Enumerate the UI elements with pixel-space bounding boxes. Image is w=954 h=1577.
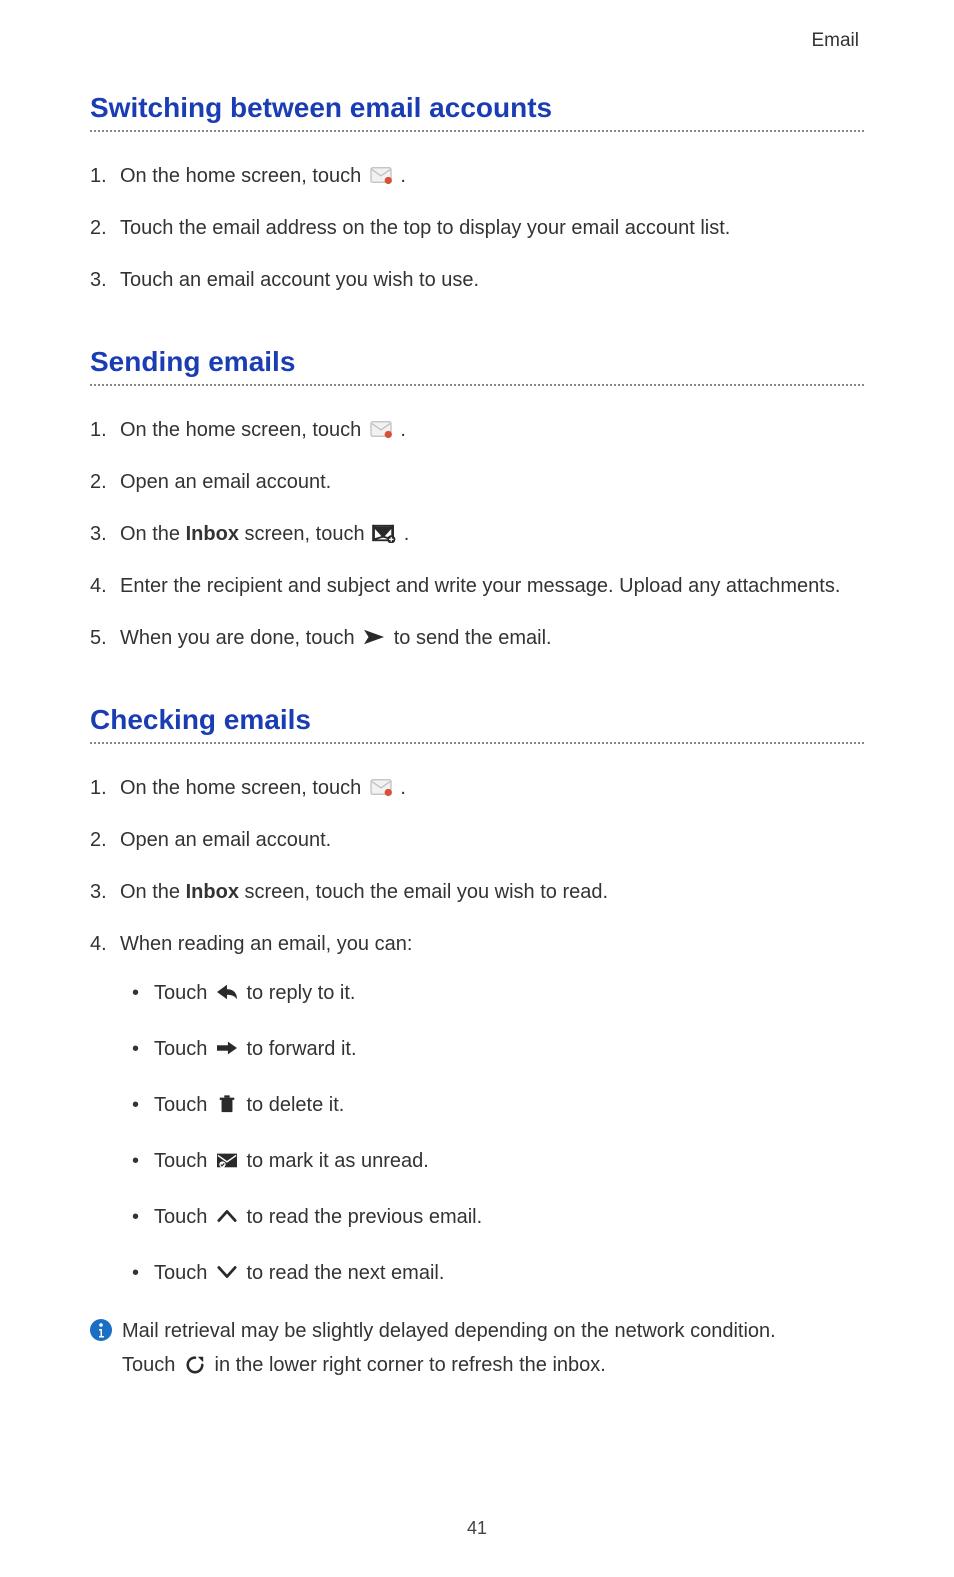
substep-text: to forward it. (247, 1038, 357, 1060)
steps-sending: On the home screen, touch . Open an emai… (90, 414, 864, 654)
step-text: Open an email account. (120, 829, 331, 851)
note-line: Touch (122, 1354, 181, 1376)
step-text: screen, touch (239, 523, 370, 545)
step-text: Touch an email account you wish to use. (120, 269, 479, 291)
email-app-icon (369, 777, 393, 797)
step-item: On the Inbox screen, touch the email you… (90, 876, 864, 908)
info-note: Mail retrieval may be slightly delayed d… (90, 1314, 864, 1382)
email-app-icon (369, 419, 393, 439)
step-item: When you are done, touch to send the ema… (90, 622, 864, 654)
reply-icon (215, 982, 239, 1002)
step-text: Touch the email address on the top to di… (120, 217, 730, 239)
substep-text: Touch (154, 1206, 213, 1228)
substep-text: Touch (154, 1262, 213, 1284)
delete-icon (215, 1094, 239, 1114)
substep-text: Touch (154, 1094, 213, 1116)
step-text: . (404, 523, 410, 545)
step-item: Touch an email account you wish to use. (90, 264, 864, 296)
section-heading-sending: Sending emails (90, 346, 864, 378)
substep-text: to mark it as unread. (247, 1150, 429, 1172)
step-text: . (400, 777, 406, 799)
step-item: When reading an email, you can: Touch to… (90, 928, 864, 1288)
section-heading-checking: Checking emails (90, 704, 864, 736)
step-text: On the (120, 523, 186, 545)
section-heading-switching: Switching between email accounts (90, 92, 864, 124)
substep-item: Touch to reply to it. (132, 978, 864, 1008)
step-text: . (400, 165, 406, 187)
step-item: Open an email account. (90, 824, 864, 856)
page-number: 41 (0, 1518, 954, 1539)
substep-text: to read the previous email. (247, 1206, 483, 1228)
send-icon (362, 627, 386, 647)
step-item: On the home screen, touch . (90, 414, 864, 446)
chevron-down-icon (215, 1262, 239, 1282)
step-text: On the (120, 881, 186, 903)
section-divider (90, 130, 864, 132)
substep-text: Touch (154, 982, 213, 1004)
step-text: On the home screen, touch (120, 777, 367, 799)
document-page: Email Switching between email accounts O… (0, 0, 954, 1382)
substep-item: Touch to forward it. (132, 1034, 864, 1064)
bold-text: Inbox (186, 881, 239, 903)
substep-text: Touch (154, 1150, 213, 1172)
step-item: Open an email account. (90, 466, 864, 498)
step-text: When reading an email, you can: (120, 933, 412, 955)
step-text: On the home screen, touch (120, 165, 367, 187)
section-divider (90, 384, 864, 386)
step-item: On the home screen, touch . (90, 160, 864, 192)
step-text: When you are done, touch (120, 627, 360, 649)
substep-item: Touch to read the previous email. (132, 1202, 864, 1232)
bold-text: Inbox (186, 523, 239, 545)
chevron-up-icon (215, 1206, 239, 1226)
step-text: . (400, 419, 406, 441)
step-text: screen, touch the email you wish to read… (239, 881, 608, 903)
note-line: Mail retrieval may be slightly delayed d… (122, 1320, 776, 1342)
refresh-icon (183, 1354, 207, 1374)
section-divider (90, 742, 864, 744)
substep-item: Touch to read the next email. (132, 1258, 864, 1288)
substep-text: to read the next email. (247, 1262, 445, 1284)
substep-item: Touch to delete it. (132, 1090, 864, 1120)
substep-text: to reply to it. (247, 982, 356, 1004)
header-section-label: Email (90, 30, 864, 52)
email-app-icon (369, 165, 393, 185)
mark-unread-icon (215, 1150, 239, 1170)
steps-checking: On the home screen, touch . Open an emai… (90, 772, 864, 1288)
compose-icon (372, 523, 396, 543)
substep-item: Touch to mark it as unread. (132, 1146, 864, 1176)
step-item: On the Inbox screen, touch . (90, 518, 864, 550)
step-text: Open an email account. (120, 471, 331, 493)
forward-icon (215, 1038, 239, 1058)
step-item: On the home screen, touch . (90, 772, 864, 804)
note-text: Mail retrieval may be slightly delayed d… (122, 1314, 864, 1382)
step-item: Enter the recipient and subject and writ… (90, 570, 864, 602)
steps-switching: On the home screen, touch . Touch the em… (90, 160, 864, 296)
step-item: Touch the email address on the top to di… (90, 212, 864, 244)
substeps-list: Touch to reply to it. Touch to forward i… (132, 978, 864, 1288)
note-line: in the lower right corner to refresh the… (215, 1354, 606, 1376)
step-text: On the home screen, touch (120, 419, 367, 441)
info-icon (90, 1318, 112, 1340)
step-text: Enter the recipient and subject and writ… (120, 575, 840, 597)
substep-text: to delete it. (247, 1094, 345, 1116)
substep-text: Touch (154, 1038, 213, 1060)
step-text: to send the email. (394, 627, 552, 649)
